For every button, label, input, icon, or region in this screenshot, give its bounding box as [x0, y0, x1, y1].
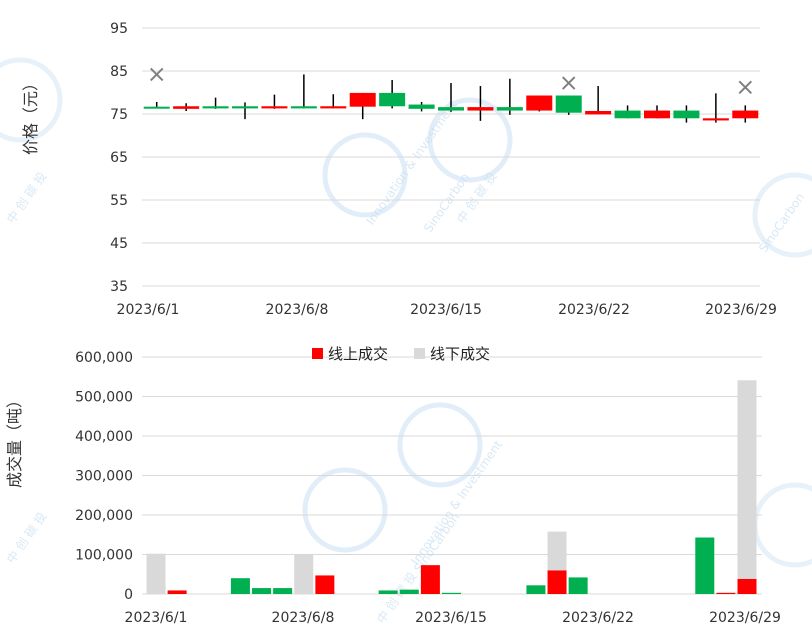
price-y-tick-label: 85 — [110, 64, 128, 80]
volume-bar-offline — [547, 531, 567, 571]
candle-body — [290, 106, 317, 109]
volume-bar — [146, 553, 166, 594]
price-x-tick-label: 2023/6/15 — [410, 302, 482, 318]
volume-y-tick-label: 100,000 — [75, 548, 133, 564]
price-x-tick-label: 2023/6/22 — [558, 302, 630, 318]
marker-stroke — [562, 76, 576, 90]
volume-bar — [716, 592, 736, 594]
volume-x-tick-label: 2023/6/1 — [125, 610, 188, 626]
watermark-ring — [752, 482, 812, 568]
price-y-tick-label: 65 — [110, 150, 128, 166]
watermark-ring — [302, 467, 388, 553]
volume-bar — [315, 575, 335, 594]
volume-bar — [230, 578, 250, 594]
price-y-tick-label: 35 — [110, 279, 128, 295]
volume-x-tick-label: 2023/6/29 — [709, 610, 781, 626]
candle-body — [202, 106, 229, 109]
volume-bar — [167, 590, 187, 594]
price-marker — [738, 80, 752, 95]
watermark-text: SinoCarbon — [756, 190, 807, 255]
volume-bar — [252, 588, 272, 594]
volume-bar-offline — [737, 380, 757, 579]
watermark-ring — [427, 97, 513, 183]
price-y-tick-label: 45 — [110, 236, 128, 252]
volume-bar — [378, 590, 398, 594]
candle-body — [143, 106, 170, 109]
price-y-tick-label: 55 — [110, 193, 128, 209]
volume-bar — [695, 537, 715, 594]
price-y-tick-label: 95 — [110, 21, 128, 37]
legend-swatch — [414, 348, 425, 359]
candle-body — [320, 106, 347, 109]
volume-bar — [526, 585, 546, 594]
volume-chart: 0 100,000 200,000 300,000 400,000 500,000 600,… — [5, 345, 781, 626]
volume-bar — [294, 554, 314, 594]
candle-body — [732, 110, 759, 119]
candle-body — [349, 92, 376, 107]
watermark-ring — [322, 132, 408, 218]
volume-x-tick-label: 2023/6/22 — [562, 610, 634, 626]
candle-body — [555, 95, 582, 113]
candle-body — [408, 104, 435, 109]
candle-body — [261, 106, 288, 109]
candle-body — [702, 118, 729, 121]
volume-y-tick-label: 200,000 — [75, 508, 133, 524]
volume-bar — [420, 565, 440, 594]
volume-y-tick-label: 0 — [124, 587, 133, 603]
candle-body — [614, 110, 641, 119]
price-x-tick-label: 2023/6/1 — [117, 302, 180, 318]
volume-bar — [273, 588, 293, 594]
volume-bar — [568, 577, 588, 594]
volume-y-tick-label: 600,000 — [75, 350, 133, 366]
volume-bar — [442, 592, 461, 594]
price-marker — [150, 67, 164, 82]
marker-stroke — [738, 80, 752, 95]
watermark-ring — [752, 172, 812, 258]
volume-bar — [399, 589, 419, 594]
volume-y-axis-label: 成交量（吨） — [5, 392, 24, 488]
volume-bar-online — [737, 578, 757, 594]
candle-body — [644, 110, 670, 119]
volume-y-tick-label: 500,000 — [75, 390, 133, 406]
candle-body — [232, 106, 258, 109]
legend-label: 线上成交 — [328, 345, 388, 363]
legend-label: 线下成交 — [430, 345, 490, 363]
price-x-tick-label: 2023/6/8 — [266, 302, 329, 318]
watermark-text: Innovation & Investment — [408, 438, 505, 568]
candle-body — [496, 107, 523, 111]
marker-stroke — [150, 67, 164, 82]
candle-body — [467, 107, 494, 111]
price-y-axis-label: 价格（元） — [21, 75, 40, 155]
watermark-ring — [0, 57, 63, 143]
watermark-text: 中 创 碳 投 — [3, 509, 49, 566]
volume-legend: 线上成交 线下成交 — [312, 345, 490, 363]
candle-body — [526, 95, 553, 111]
volume-bar-online — [547, 570, 567, 594]
candle-body — [379, 92, 406, 107]
price-marker — [562, 76, 576, 90]
watermark-ring — [397, 402, 483, 488]
price-x-tick-label: 2023/6/29 — [705, 302, 777, 318]
volume-y-tick-label: 400,000 — [75, 429, 133, 445]
candle-body — [585, 110, 612, 115]
price-chart: 35 45 55 65 75 85 95 价格（元） 2023/6/1 2023/6/8 2023/… — [21, 21, 777, 318]
watermark-text: 中 创 碳 投 — [373, 569, 419, 626]
candle-body — [173, 106, 200, 109]
volume-x-tick-label: 2023/6/15 — [415, 610, 487, 626]
price-y-tick-label: 75 — [110, 107, 128, 123]
candle-body — [673, 110, 700, 119]
watermark-text: 中 创 碳 投 — [3, 169, 49, 226]
legend-swatch — [312, 348, 323, 359]
volume-x-tick-label: 2023/6/8 — [272, 610, 335, 626]
candle-body — [438, 107, 464, 111]
volume-y-tick-label: 300,000 — [75, 469, 133, 485]
